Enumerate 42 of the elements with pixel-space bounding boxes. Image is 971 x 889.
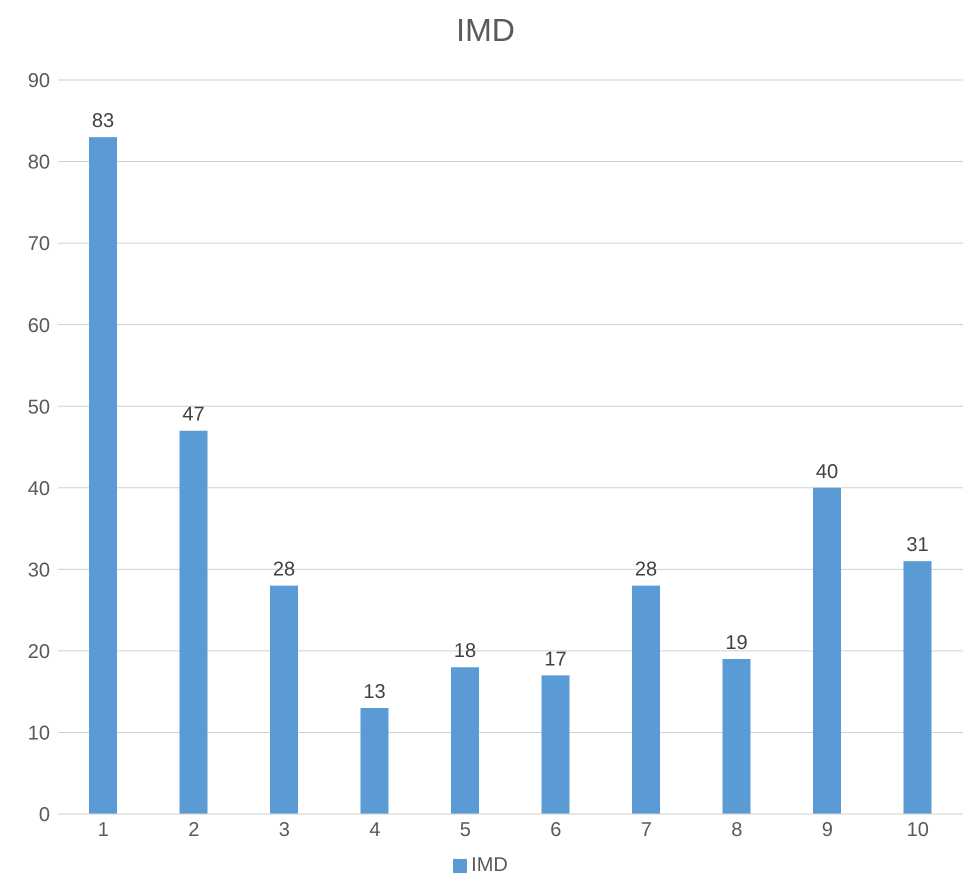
bar <box>451 667 479 814</box>
x-tick-label: 9 <box>822 819 833 842</box>
x-tick-label: 5 <box>460 819 471 842</box>
x-tick-label: 6 <box>550 819 562 842</box>
bar <box>813 488 841 814</box>
x-tick-label: 1 <box>98 819 109 842</box>
bar <box>542 675 570 814</box>
bar <box>180 430 208 814</box>
data-label: 28 <box>634 558 658 581</box>
bar <box>722 659 750 814</box>
bar <box>632 586 660 814</box>
legend-label: IMD <box>471 854 508 876</box>
y-tick-label: 90 <box>28 70 50 92</box>
x-tick-label: 4 <box>369 819 380 842</box>
y-tick-label: 30 <box>28 559 50 582</box>
y-tick-label: 10 <box>28 722 50 745</box>
data-label: 13 <box>363 680 386 703</box>
data-label: 83 <box>92 110 114 132</box>
data-label: 17 <box>544 648 567 670</box>
x-tick-label: 10 <box>906 819 929 842</box>
data-label: 40 <box>816 460 838 483</box>
data-label: 31 <box>906 534 929 556</box>
y-tick-label: 70 <box>28 233 50 256</box>
chart-title: IMD <box>455 11 516 50</box>
bar <box>904 561 932 814</box>
y-tick-label: 20 <box>28 640 50 663</box>
x-tick-label: 2 <box>188 819 200 842</box>
data-label: 47 <box>182 404 205 426</box>
data-label: 18 <box>454 640 476 662</box>
bar <box>360 708 388 814</box>
bar <box>89 137 117 814</box>
y-tick-label: 50 <box>28 396 50 418</box>
data-label: 28 <box>272 558 296 581</box>
x-tick-label: 3 <box>278 819 290 842</box>
bar <box>270 586 298 814</box>
y-tick-label: 40 <box>28 478 50 500</box>
data-label: 19 <box>725 632 748 654</box>
y-tick-label: 0 <box>38 804 50 826</box>
x-tick-label: 8 <box>731 819 742 842</box>
y-tick-label: 60 <box>28 314 50 337</box>
y-tick-label: 80 <box>28 152 50 174</box>
x-tick-label: 7 <box>640 819 652 842</box>
